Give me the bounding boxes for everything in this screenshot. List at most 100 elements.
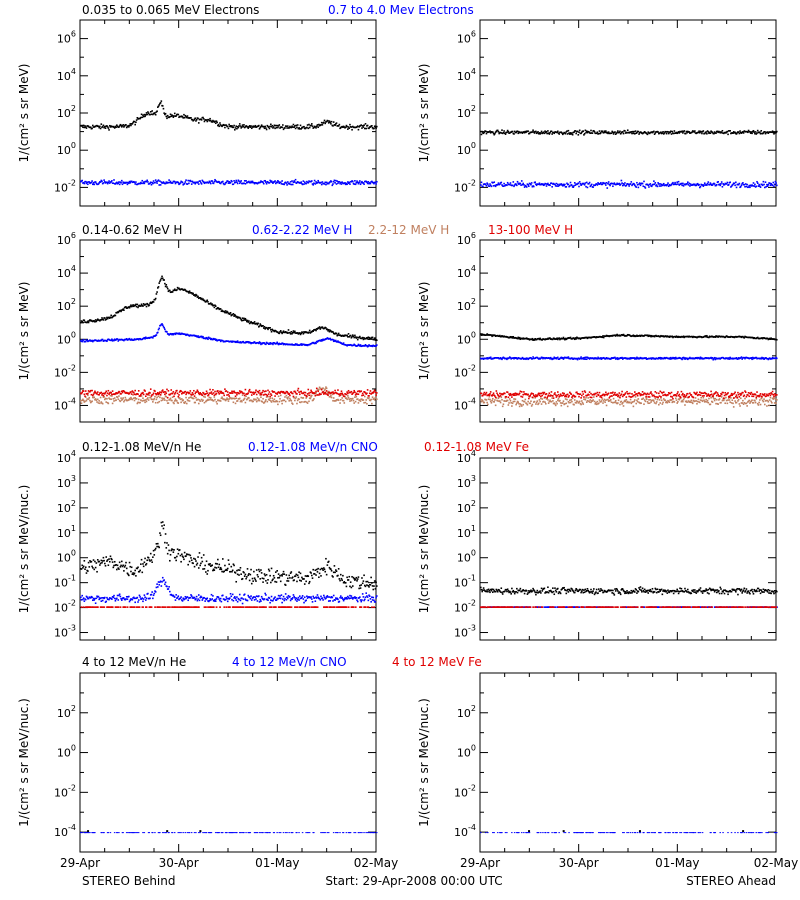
data-point: [573, 403, 575, 406]
data-point: [243, 392, 245, 395]
data-point: [631, 130, 634, 133]
data-point: [520, 184, 522, 186]
data-point: [130, 393, 133, 395]
series-points: [480, 394, 778, 408]
data-point: [233, 180, 235, 182]
data-point: [704, 335, 707, 337]
data-point: [156, 110, 158, 113]
data-point: [193, 181, 196, 184]
data-point: [96, 391, 99, 393]
data-point: [81, 399, 84, 402]
data-point: [219, 340, 222, 343]
data-point: [188, 292, 190, 294]
data-point: [610, 401, 613, 404]
data-point: [688, 131, 691, 133]
data-point: [340, 342, 343, 344]
data-point: [555, 401, 558, 403]
data-point: [87, 398, 90, 400]
data-point: [226, 394, 228, 396]
data-point: [197, 122, 200, 124]
data-point: [110, 398, 112, 401]
data-point: [726, 181, 729, 184]
data-point: [231, 180, 233, 183]
data-point: [532, 394, 535, 397]
data-point: [279, 127, 281, 129]
data-point: [101, 402, 104, 405]
data-point: [160, 181, 163, 183]
data-point: [588, 181, 591, 184]
data-point: [342, 343, 344, 345]
data-point: [356, 125, 359, 127]
data-point: [278, 400, 281, 403]
data-point: [596, 400, 599, 403]
data-point: [325, 181, 328, 184]
data-point: [141, 179, 144, 182]
data-point: [635, 358, 638, 360]
data-point: [647, 335, 650, 338]
data-point: [164, 112, 167, 115]
data-point: [248, 397, 250, 399]
data-point: [482, 394, 484, 397]
data-point: [209, 119, 212, 122]
data-point: [334, 182, 336, 184]
data-point: [771, 131, 773, 133]
data-point: [564, 398, 567, 400]
data-point: [721, 129, 724, 132]
data-point: [535, 130, 537, 133]
data-point: [291, 125, 293, 128]
data-point: [620, 400, 623, 403]
data-point: [217, 391, 220, 394]
data-point: [570, 133, 573, 135]
data-point: [573, 184, 575, 187]
data-point: [248, 320, 250, 322]
data-point: [329, 396, 331, 398]
data-point: [682, 400, 684, 403]
data-point: [122, 397, 124, 399]
data-point: [136, 116, 139, 119]
data-point: [354, 396, 356, 398]
data-point: [320, 340, 322, 342]
data-point: [509, 356, 512, 359]
data-point: [362, 399, 365, 401]
data-point: [169, 289, 171, 292]
data-point: [739, 185, 742, 188]
data-point: [322, 390, 324, 393]
data-point: [337, 332, 340, 335]
data-point: [339, 402, 341, 404]
data-point: [504, 132, 506, 134]
data-point: [271, 328, 274, 331]
data-point: [217, 307, 220, 310]
data-point: [517, 401, 520, 404]
data-point: [672, 181, 674, 184]
data-point: [367, 345, 370, 347]
data-point: [159, 280, 161, 283]
data-point: [228, 123, 230, 126]
data-point: [339, 394, 341, 397]
data-point: [558, 133, 561, 135]
data-point: [286, 127, 288, 129]
y-tick-label: 10-2: [454, 363, 476, 379]
data-point: [760, 129, 763, 132]
data-point: [490, 401, 493, 404]
data-point: [366, 336, 368, 339]
data-point: [572, 358, 575, 360]
data-point: [655, 184, 657, 187]
data-point: [700, 131, 703, 133]
data-point: [137, 390, 140, 392]
data-point: [350, 390, 353, 393]
data-point: [244, 341, 247, 344]
data-point: [643, 186, 646, 188]
data-point: [537, 393, 539, 396]
data-point: [535, 401, 538, 404]
data-point: [229, 125, 232, 127]
data-point: [276, 400, 278, 403]
data-point: [103, 126, 105, 129]
data-point: [342, 399, 345, 402]
data-point: [292, 181, 295, 184]
data-point: [273, 330, 276, 333]
data-point: [256, 323, 259, 326]
data-point: [180, 401, 182, 404]
data-point: [85, 399, 88, 402]
data-point: [560, 131, 563, 134]
